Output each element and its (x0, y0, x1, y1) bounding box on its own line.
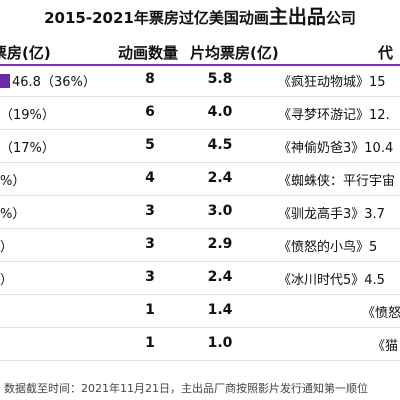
animation-count: 6 (145, 104, 155, 120)
representative-film: 《愤怒 (362, 306, 400, 321)
representative-film: 《冰川时代5》4.5 (278, 273, 385, 288)
share-bar (0, 74, 10, 88)
average-box-office: 4.0 (207, 104, 233, 120)
header-divider (0, 64, 400, 66)
animation-count: 8 (145, 71, 155, 87)
title-emphasis: 主出品 (268, 6, 326, 28)
table-row: 1 1.0 《猫 (0, 330, 400, 361)
representative-film: 《猫 (372, 339, 399, 354)
average-box-office: 5.8 (207, 71, 233, 87)
average-box-office: 4.5 (207, 137, 233, 153)
page-title: 2015-2021年票房过亿美国动画主出品公司 (0, 2, 400, 29)
animation-count: 3 (145, 236, 155, 252)
share-value: %） (0, 174, 26, 189)
animation-count: 1 (145, 302, 155, 318)
film-column-header: 代 (378, 44, 394, 62)
footer-note: 数据截至时间：2021年11月21日，主出品厂商按照影片发行通知第一顺位 (4, 382, 368, 395)
avg-column-header: 片均票房(亿) (190, 44, 279, 62)
share-value: %） (0, 207, 26, 222)
animation-count: 3 (145, 269, 155, 285)
table-row: %） 4 2.4 《蜘蛛侠：平行宇宙 (0, 165, 400, 196)
table-header: 票房(亿) 动画数量 片均票房(亿) 代 (0, 42, 400, 64)
table-row: （17%） 5 4.5 《神偷奶爸3》10.4 (0, 132, 400, 163)
animation-count: 5 (145, 137, 155, 153)
representative-film: 《神偷奶爸3》10.4 (278, 141, 394, 156)
share-value: 46.8（36%） (12, 75, 96, 90)
representative-film: 《愤怒的小鸟》5 (278, 240, 378, 255)
animation-count: 1 (145, 335, 155, 351)
representative-film: 《蜘蛛侠：平行宇宙 (278, 174, 396, 189)
animation-count: 3 (145, 203, 155, 219)
share-column-header: 票房(亿) (0, 44, 51, 62)
representative-film: 《寻梦环游记》12. (278, 108, 390, 123)
table-row: 1 1.4 《愤怒 (0, 297, 400, 328)
representative-film: 《驯龙高手3》3.7 (278, 207, 385, 222)
average-box-office: 1.4 (207, 302, 233, 318)
average-box-office: 2.9 (207, 236, 233, 252)
title-prefix: 2015-2021年票房过亿美国动画 (44, 9, 269, 27)
share-value: ） (0, 240, 14, 255)
table-row: （19%） 6 4.0 《寻梦环游记》12. (0, 99, 400, 130)
animation-count: 4 (145, 170, 155, 186)
average-box-office: 2.4 (207, 269, 233, 285)
table-row: ） 3 2.4 《冰川时代5》4.5 (0, 264, 400, 295)
share-value: （19%） (0, 108, 55, 123)
representative-film: 《疯狂动物城》15 (278, 75, 386, 90)
average-box-office: 1.0 (207, 335, 233, 351)
count-column-header: 动画数量 (118, 44, 179, 62)
share-value: ） (0, 273, 14, 288)
average-box-office: 2.4 (207, 170, 233, 186)
average-box-office: 3.0 (207, 203, 233, 219)
share-value: （17%） (0, 141, 55, 156)
table-row: %） 3 3.0 《驯龙高手3》3.7 (0, 198, 400, 229)
title-suffix: 公司 (325, 9, 356, 27)
table-row: ） 3 2.9 《愤怒的小鸟》5 (0, 231, 400, 262)
table-row: 46.8（36%） 8 5.8 《疯狂动物城》15 (0, 66, 400, 97)
